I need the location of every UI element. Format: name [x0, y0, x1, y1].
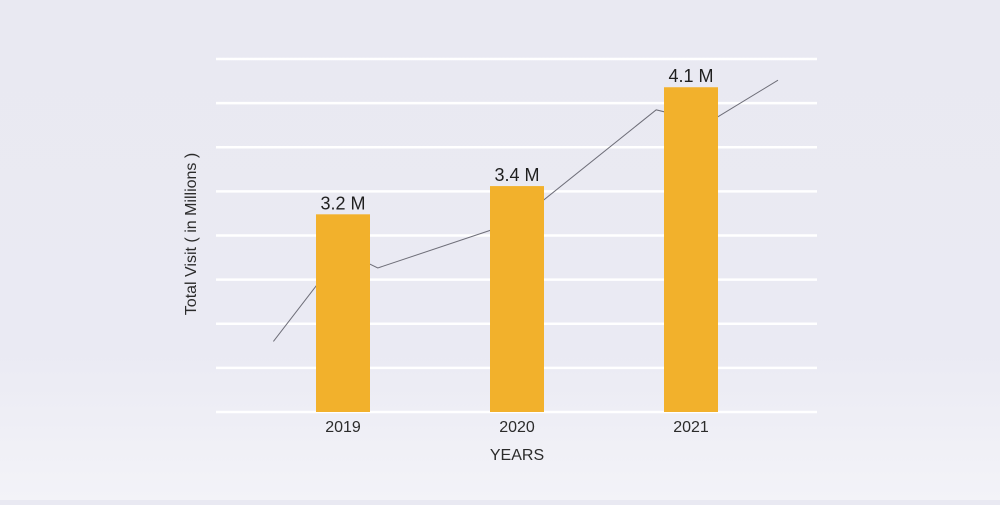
bar-2021 — [664, 87, 718, 413]
x-tick-labels: 2019 2020 2021 — [325, 419, 709, 436]
data-labels: 3.2 M 3.4 M 4.1 M — [320, 66, 713, 213]
x-tick-label-2021: 2021 — [673, 419, 709, 436]
x-axis-title: YEARS — [490, 447, 544, 464]
bars — [316, 87, 718, 413]
data-label-2019: 3.2 M — [320, 193, 365, 213]
x-tick-label-2019: 2019 — [325, 419, 361, 436]
data-label-2021: 4.1 M — [668, 66, 713, 86]
bar-2020 — [490, 186, 544, 412]
x-tick-label-2020: 2020 — [499, 419, 535, 436]
data-label-2020: 3.4 M — [494, 165, 539, 185]
y-axis-title: Total Visit ( in Millions ) — [183, 153, 200, 315]
bar-2019 — [316, 214, 370, 412]
